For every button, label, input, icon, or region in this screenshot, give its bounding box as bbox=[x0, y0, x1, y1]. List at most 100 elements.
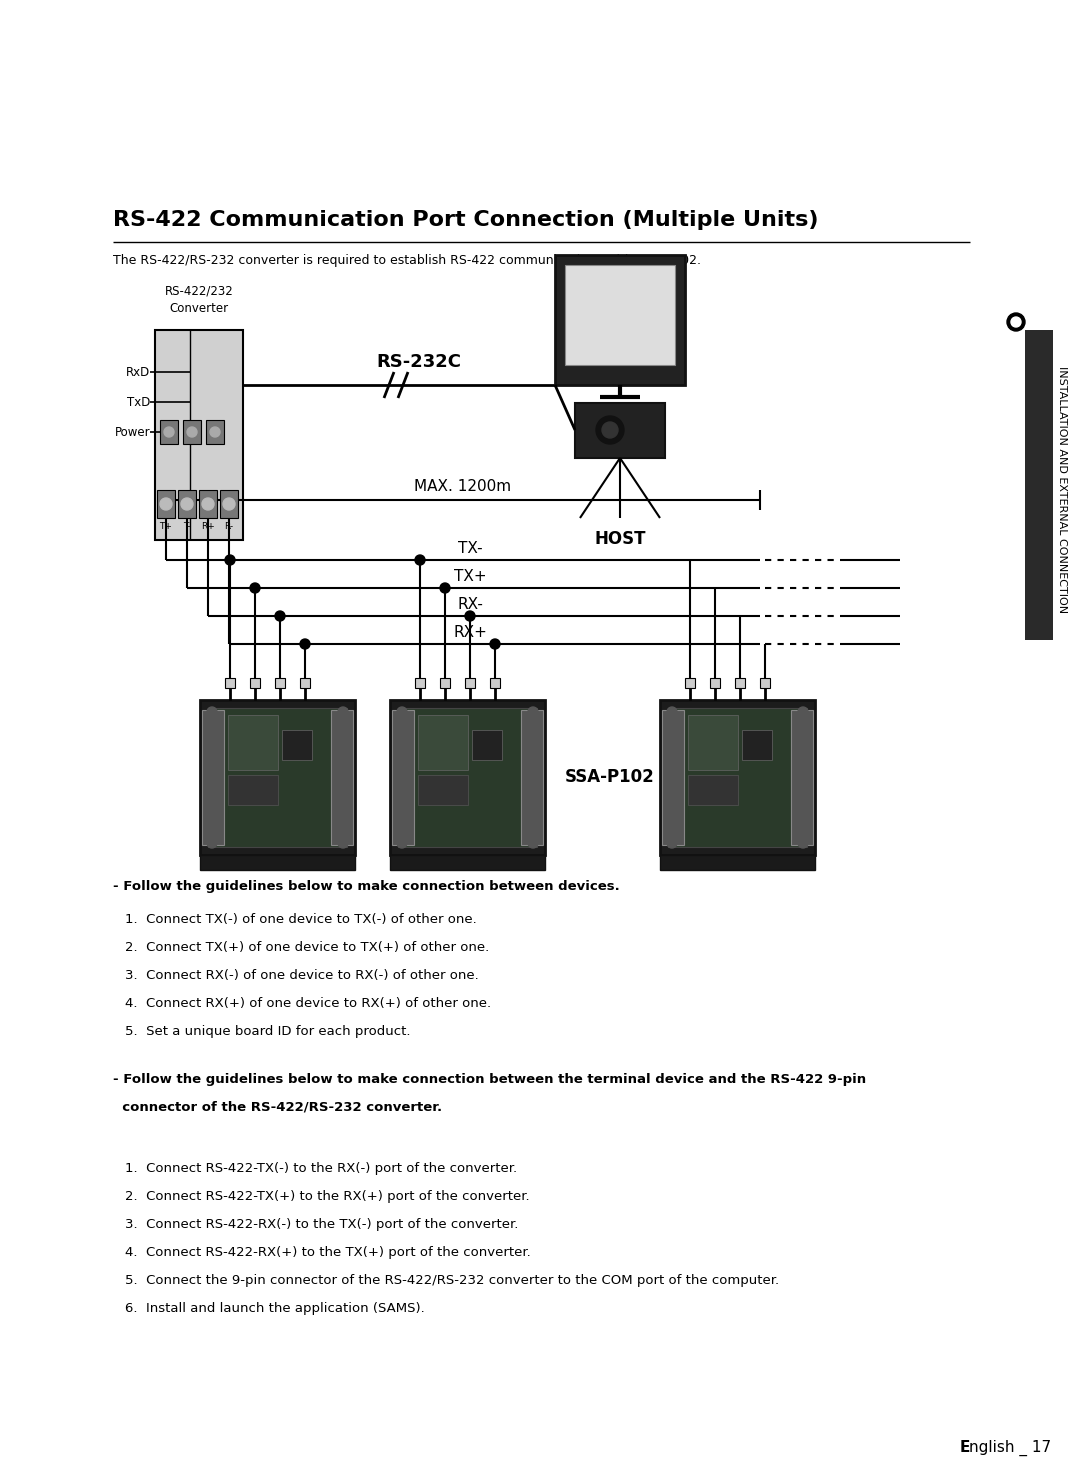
Bar bbox=[200, 700, 355, 855]
Bar bbox=[660, 700, 815, 855]
Text: 4.  Connect RS-422-RX(+) to the TX(+) port of the converter.: 4. Connect RS-422-RX(+) to the TX(+) por… bbox=[125, 1245, 530, 1259]
Text: T-: T- bbox=[184, 522, 191, 531]
Bar bbox=[490, 677, 500, 688]
Bar bbox=[160, 420, 178, 444]
Bar bbox=[660, 855, 815, 870]
Bar bbox=[565, 265, 675, 365]
Text: R+: R+ bbox=[201, 522, 215, 531]
Circle shape bbox=[338, 839, 348, 847]
Bar bbox=[183, 420, 201, 444]
Circle shape bbox=[249, 583, 260, 593]
Text: RX+: RX+ bbox=[454, 626, 487, 640]
Circle shape bbox=[275, 611, 285, 621]
Text: - Follow the guidelines below to make connection between the terminal device and: - Follow the guidelines below to make co… bbox=[113, 1072, 866, 1086]
Circle shape bbox=[667, 707, 677, 717]
Bar bbox=[156, 330, 243, 540]
Bar bbox=[685, 677, 696, 688]
Bar bbox=[157, 490, 175, 518]
Text: T+: T+ bbox=[160, 522, 173, 531]
Text: 1.  Connect TX(-) of one device to TX(-) of other one.: 1. Connect TX(-) of one device to TX(-) … bbox=[125, 913, 476, 926]
Circle shape bbox=[225, 555, 235, 565]
Text: 2.  Connect TX(+) of one device to TX(+) of other one.: 2. Connect TX(+) of one device to TX(+) … bbox=[125, 941, 489, 954]
Bar bbox=[282, 731, 312, 760]
Circle shape bbox=[798, 707, 808, 717]
Bar bbox=[688, 714, 738, 771]
Bar bbox=[390, 855, 545, 870]
Text: HOST: HOST bbox=[594, 529, 646, 549]
Text: RxD: RxD bbox=[125, 365, 150, 379]
Circle shape bbox=[602, 422, 618, 438]
Circle shape bbox=[667, 839, 677, 847]
Bar bbox=[206, 420, 224, 444]
Text: 3.  Connect RX(-) of one device to RX(-) of other one.: 3. Connect RX(-) of one device to RX(-) … bbox=[125, 969, 478, 982]
Text: Power: Power bbox=[114, 426, 150, 438]
Bar bbox=[199, 490, 217, 518]
Bar bbox=[742, 731, 772, 760]
Circle shape bbox=[210, 427, 220, 436]
Bar bbox=[1025, 330, 1053, 640]
Bar bbox=[415, 677, 426, 688]
Circle shape bbox=[1007, 314, 1025, 331]
Circle shape bbox=[160, 498, 172, 510]
Text: connector of the RS-422/RS-232 converter.: connector of the RS-422/RS-232 converter… bbox=[113, 1100, 442, 1114]
Bar bbox=[390, 700, 545, 855]
Bar bbox=[669, 708, 807, 847]
Bar bbox=[392, 710, 414, 845]
Circle shape bbox=[181, 498, 193, 510]
Circle shape bbox=[415, 555, 426, 565]
Text: E: E bbox=[960, 1441, 970, 1455]
Circle shape bbox=[202, 498, 214, 510]
Text: TX+: TX+ bbox=[454, 569, 486, 584]
Text: 3.  Connect RS-422-RX(-) to the TX(-) port of the converter.: 3. Connect RS-422-RX(-) to the TX(-) por… bbox=[125, 1219, 518, 1231]
Circle shape bbox=[397, 707, 407, 717]
Circle shape bbox=[1011, 317, 1021, 327]
Bar bbox=[200, 855, 355, 870]
Circle shape bbox=[798, 839, 808, 847]
Text: RS-422/232: RS-422/232 bbox=[164, 285, 233, 297]
Text: nglish _ 17: nglish _ 17 bbox=[969, 1441, 1051, 1457]
Bar bbox=[228, 775, 278, 805]
Text: INSTALLATION AND EXTERNAL CONNECTION: INSTALLATION AND EXTERNAL CONNECTION bbox=[1057, 367, 1067, 614]
Bar bbox=[399, 708, 537, 847]
Bar bbox=[202, 710, 224, 845]
Circle shape bbox=[207, 707, 217, 717]
Text: 4.  Connect RX(+) of one device to RX(+) of other one.: 4. Connect RX(+) of one device to RX(+) … bbox=[125, 997, 491, 1010]
Bar bbox=[208, 708, 347, 847]
Bar bbox=[662, 710, 684, 845]
Text: 5.  Connect the 9-pin connector of the RS-422/RS-232 converter to the COM port o: 5. Connect the 9-pin connector of the RS… bbox=[125, 1273, 779, 1287]
Circle shape bbox=[187, 427, 197, 436]
Bar bbox=[688, 775, 738, 805]
Text: - Follow the guidelines below to make connection between devices.: - Follow the guidelines below to make co… bbox=[113, 880, 620, 893]
Text: TxD: TxD bbox=[126, 395, 150, 408]
Circle shape bbox=[397, 839, 407, 847]
Circle shape bbox=[164, 427, 174, 436]
Bar bbox=[178, 490, 195, 518]
Bar bbox=[249, 677, 260, 688]
Circle shape bbox=[528, 839, 538, 847]
Bar bbox=[220, 490, 238, 518]
Circle shape bbox=[338, 707, 348, 717]
Text: 2.  Connect RS-422-TX(+) to the RX(+) port of the converter.: 2. Connect RS-422-TX(+) to the RX(+) por… bbox=[125, 1191, 529, 1202]
Bar bbox=[575, 402, 665, 458]
Text: 1.  Connect RS-422-TX(-) to the RX(-) port of the converter.: 1. Connect RS-422-TX(-) to the RX(-) por… bbox=[125, 1162, 517, 1174]
Bar bbox=[735, 677, 745, 688]
Bar bbox=[275, 677, 285, 688]
Bar bbox=[791, 710, 813, 845]
Bar bbox=[521, 710, 543, 845]
Text: The RS-422/RS-232 converter is required to establish RS-422 communications with : The RS-422/RS-232 converter is required … bbox=[113, 254, 701, 268]
Text: R-: R- bbox=[225, 522, 233, 531]
Circle shape bbox=[596, 416, 624, 444]
Circle shape bbox=[490, 639, 500, 649]
Bar bbox=[465, 677, 475, 688]
Text: SSA-P102: SSA-P102 bbox=[565, 768, 654, 785]
Bar bbox=[225, 677, 235, 688]
Bar bbox=[440, 677, 450, 688]
Bar bbox=[760, 677, 770, 688]
Text: RX-: RX- bbox=[457, 598, 483, 612]
Text: TX-: TX- bbox=[458, 541, 483, 556]
Text: 6.  Install and launch the application (SAMS).: 6. Install and launch the application (S… bbox=[125, 1302, 424, 1315]
Bar bbox=[228, 714, 278, 771]
Circle shape bbox=[300, 639, 310, 649]
Bar bbox=[710, 677, 720, 688]
Text: 5.  Set a unique board ID for each product.: 5. Set a unique board ID for each produc… bbox=[125, 1025, 410, 1038]
